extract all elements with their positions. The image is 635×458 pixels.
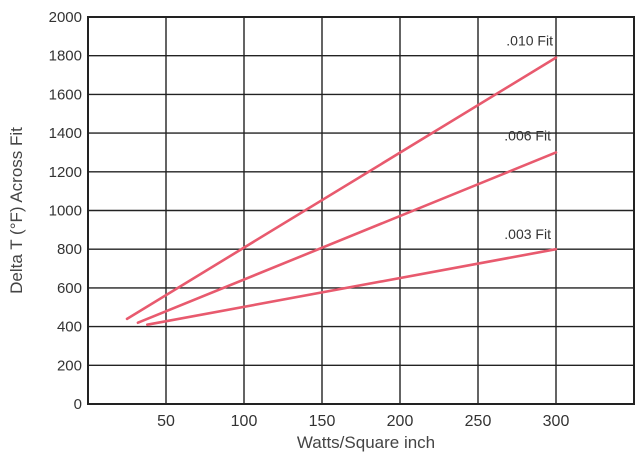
y-tick-label: 800 — [57, 241, 82, 258]
x-tick-label: 100 — [231, 413, 258, 430]
grid — [88, 17, 634, 404]
x-axis-label: Watts/Square inch — [297, 433, 435, 452]
x-tick-label: 150 — [309, 413, 336, 430]
series-label: .010 Fit — [506, 33, 553, 49]
x-tick-labels: 50 100 150 200 250 300 — [157, 413, 569, 430]
y-axis-label: Delta T (°F) Across Fit — [7, 127, 26, 294]
y-tick-label: 1400 — [49, 125, 82, 142]
y-tick-label: 0 — [74, 396, 82, 413]
y-tick-label: 1800 — [49, 48, 82, 65]
x-tick-label: 50 — [157, 413, 175, 430]
x-tick-label: 250 — [465, 413, 492, 430]
y-tick-label: 200 — [57, 357, 82, 374]
series-line — [145, 247, 558, 326]
y-tick-label: 400 — [57, 319, 82, 336]
x-tick-label: 200 — [387, 413, 414, 430]
y-tick-label: 2000 — [49, 9, 82, 26]
series-label: .006 Fit — [504, 127, 551, 143]
series-line — [125, 56, 558, 321]
series-group: .010 Fit .006 Fit .003 Fit — [125, 33, 558, 326]
y-tick-label: 600 — [57, 280, 82, 297]
y-tick-label: 1600 — [49, 86, 82, 103]
y-tick-label: 1200 — [49, 164, 82, 181]
y-tick-label: 1000 — [49, 203, 82, 220]
series-line — [136, 151, 558, 325]
series-label: .003 Fit — [504, 226, 551, 242]
plot-frame — [87, 16, 635, 405]
y-tick-labels: 0 200 400 600 800 1000 1200 1400 1600 1800 2000 — [49, 9, 82, 413]
x-tick-label: 300 — [543, 413, 570, 430]
